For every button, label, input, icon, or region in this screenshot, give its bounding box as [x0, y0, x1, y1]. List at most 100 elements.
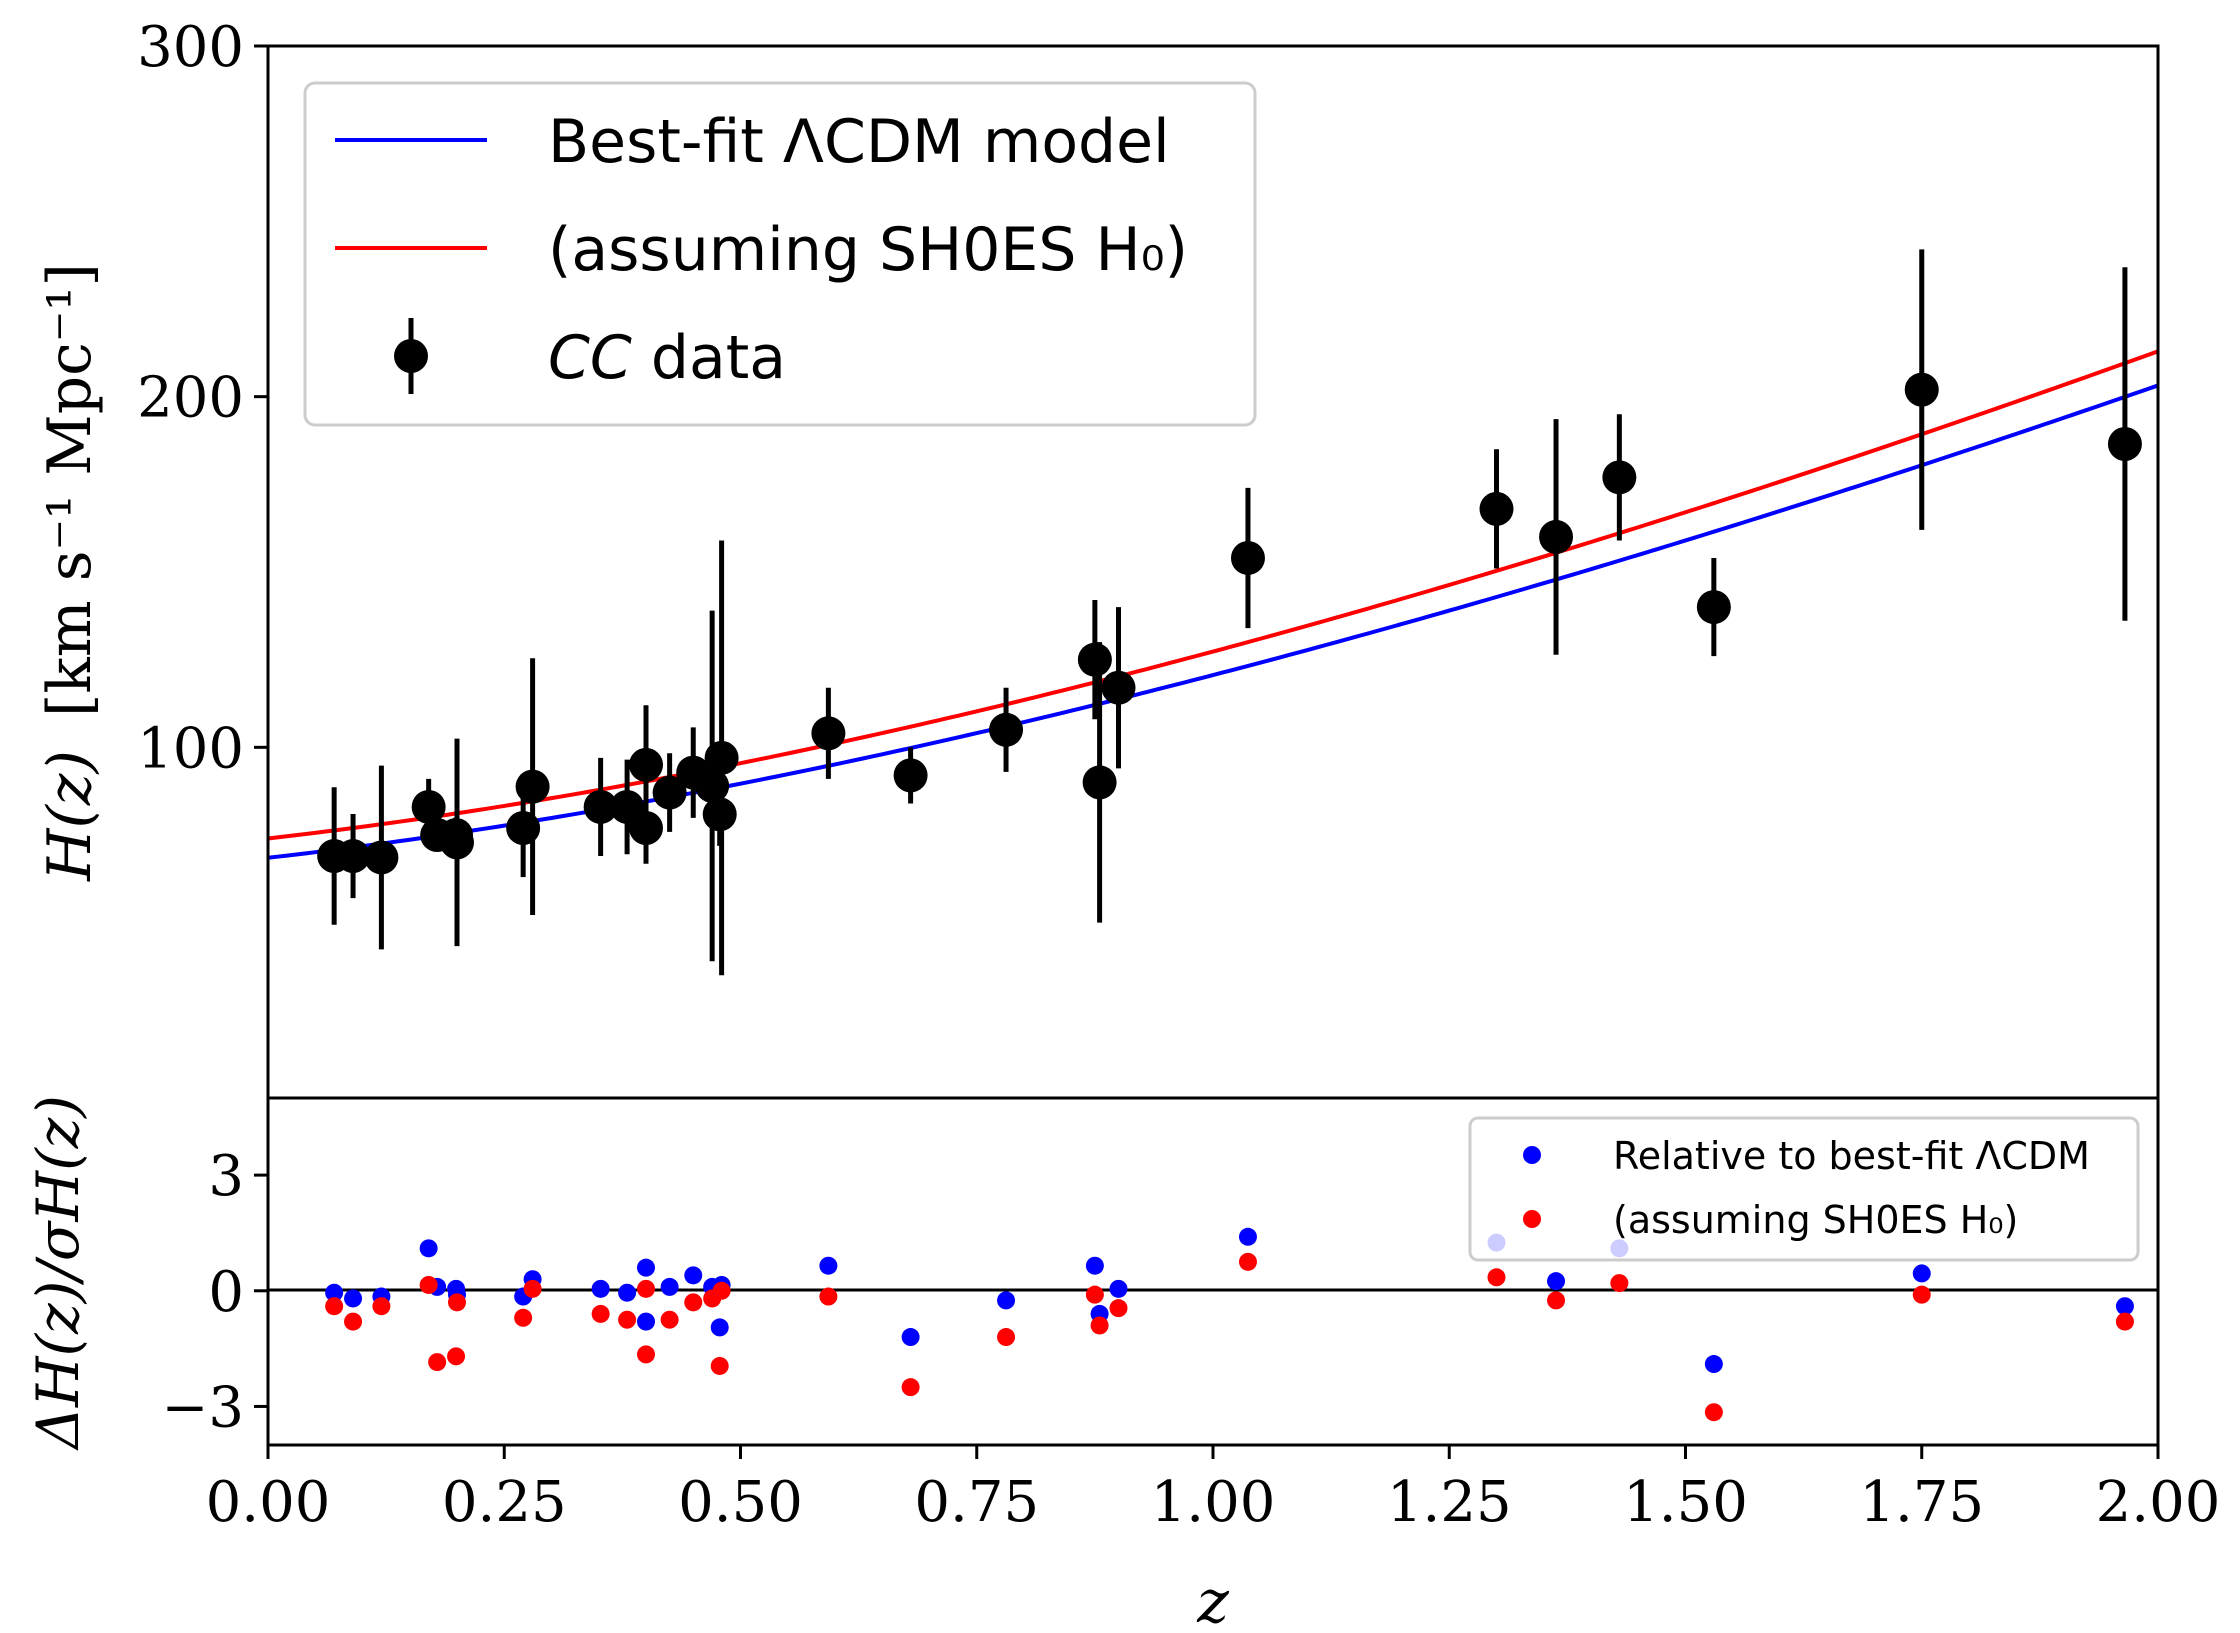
residual-point-lcdm: [1085, 1256, 1104, 1275]
cc-data-point: [989, 687, 1024, 772]
data-marker: [893, 758, 928, 793]
data-marker: [1602, 460, 1637, 495]
cc-data-point: [811, 687, 846, 779]
residual-point-shoes: [1085, 1285, 1104, 1304]
x-tick-label: 0.50: [678, 1470, 803, 1535]
residual-point-lcdm: [819, 1256, 838, 1275]
residual-point-shoes: [637, 1279, 655, 1298]
residual-point-lcdm: [997, 1291, 1016, 1310]
residual-point-shoes: [523, 1279, 542, 1298]
residual-point-shoes: [712, 1281, 731, 1300]
residual-point-lcdm: [344, 1289, 363, 1308]
residual-point-shoes: [997, 1328, 1016, 1347]
data-marker: [1539, 519, 1574, 554]
cc-data-point: [704, 540, 739, 976]
data-marker: [704, 740, 739, 775]
model-lines: [267, 349, 2159, 860]
x-tick-label: 1.75: [1859, 1470, 1984, 1535]
x-tick-label: 1.50: [1623, 1470, 1748, 1535]
residual-point-shoes: [372, 1297, 391, 1316]
data-marker: [629, 810, 663, 845]
cc-data-point: [336, 813, 371, 899]
data-marker: [440, 825, 474, 860]
residual-point-shoes: [1547, 1291, 1566, 1310]
residual-y-ticks: −3 0 3: [161, 1144, 268, 1440]
residual-point-lcdm: [1109, 1279, 1128, 1298]
main-panel: 100 200 300 H(z) [km s⁻¹ Mpc⁻¹] Best-fit Λ…: [35, 15, 2160, 1100]
residual-panel: −3 0 3 0.00 0.25 0.50 0.75 1.00 1.25 1.50 1.75 2.0…: [24, 1095, 2220, 1633]
model-curve-shoes: [267, 349, 2159, 841]
residual-point-lcdm: [684, 1266, 703, 1285]
cc-data-point: [364, 765, 399, 950]
legend-marker-swatch: [394, 339, 428, 373]
residual-point-shoes: [618, 1310, 637, 1329]
main-legend: Best-fit ΛCDM model (assuming SH0ES H₀) …: [303, 81, 1257, 427]
cc-data-point: [1904, 249, 1939, 530]
y-tick-label: 300: [137, 15, 244, 80]
residual-point-shoes: [514, 1308, 533, 1327]
cc-data-point: [583, 757, 618, 857]
cc-data-point: [440, 738, 474, 947]
data-marker: [1904, 372, 1939, 407]
residual-point-lcdm: [618, 1283, 637, 1302]
residual-point-shoes: [325, 1297, 344, 1316]
x-tick-label: 0.75: [914, 1470, 1039, 1535]
cc-data-point: [515, 658, 550, 915]
residual-point-lcdm: [710, 1318, 729, 1337]
cc-data-point: [629, 792, 663, 864]
residual-point-shoes: [1487, 1268, 1506, 1287]
cc-data-points: [317, 249, 2142, 976]
data-marker: [364, 840, 399, 875]
legend-cc-data-label: CC data: [548, 323, 786, 393]
data-marker: [515, 769, 550, 804]
residual-y-tick-label: 0: [208, 1260, 244, 1325]
residual-point-shoes: [1610, 1274, 1629, 1293]
data-marker: [336, 839, 371, 874]
residual-point-shoes: [710, 1356, 729, 1375]
residual-point-shoes: [637, 1345, 655, 1364]
data-marker: [583, 789, 618, 824]
x-ticks: 0.00 0.25 0.50 0.75 1.00 1.25 1.50 1.75 2.00: [206, 1445, 2221, 1535]
cc-data-point: [1082, 642, 1117, 923]
x-tick-label: 2.00: [2096, 1470, 2221, 1535]
data-marker: [1230, 540, 1265, 575]
residual-point-lcdm: [325, 1283, 344, 1302]
legend-best-fit-label: Best-fit ΛCDM model: [548, 107, 1170, 177]
residual-point-lcdm: [1238, 1227, 1257, 1246]
y-tick-label: 200: [137, 366, 244, 431]
residual-point-lcdm: [901, 1328, 920, 1347]
legend-residual-shoes-label: (assuming SH0ES H₀): [1613, 1198, 2018, 1242]
data-marker: [629, 747, 663, 782]
cc-data-point: [893, 747, 928, 804]
data-marker: [811, 716, 846, 751]
cc-data-point: [1230, 487, 1265, 629]
cc-data-point: [1602, 414, 1637, 541]
residual-point-shoes: [819, 1287, 838, 1306]
cc-data-point: [1696, 557, 1731, 657]
main-y-axis-label: H(z) [km s⁻¹ Mpc⁻¹]: [35, 263, 105, 882]
data-marker: [1479, 491, 1514, 526]
residual-legend-box: [1468, 1116, 2140, 1262]
y-tick-label: 100: [137, 716, 244, 781]
data-marker: [989, 712, 1024, 747]
residual-point-shoes: [1090, 1316, 1109, 1335]
residual-y-tick-label: −3: [161, 1375, 244, 1440]
residual-point-lcdm: [2115, 1297, 2134, 1316]
residual-point-lcdm: [419, 1239, 438, 1258]
cc-data-point: [1479, 449, 1514, 569]
residual-point-shoes: [344, 1312, 363, 1331]
legend-blue-dot-swatch: [1523, 1146, 1541, 1164]
legend-red-dot-swatch: [1523, 1210, 1541, 1228]
data-marker: [2107, 427, 2142, 462]
residual-y-axis-label: ΔH(z)/σH(z): [24, 1095, 92, 1451]
residual-point-shoes: [447, 1347, 466, 1366]
residual-point-shoes: [1109, 1299, 1128, 1318]
x-tick-label: 1.25: [1387, 1470, 1512, 1535]
data-marker: [1082, 765, 1117, 800]
residual-point-shoes: [1912, 1285, 1931, 1304]
residual-point-shoes: [419, 1275, 438, 1294]
data-marker: [411, 789, 446, 824]
cc-data-point: [1539, 419, 1574, 655]
cc-data-point: [1077, 600, 1112, 720]
residual-point-shoes: [2115, 1312, 2134, 1331]
